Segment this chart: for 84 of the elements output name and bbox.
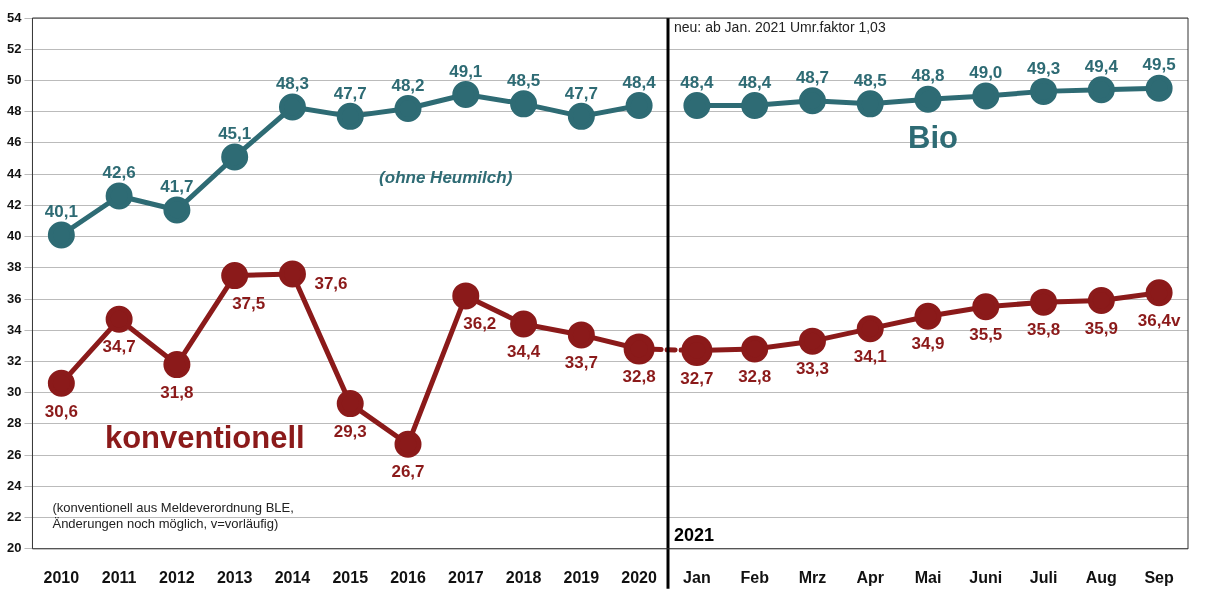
data-label: 48,3 [275, 74, 309, 94]
data-label: 48,4 [622, 72, 657, 92]
data-label: 42,6 [102, 163, 136, 183]
series-label: konventionell [104, 420, 305, 456]
data-label: 36,2 [463, 314, 497, 334]
y-tick-label: 30 [6, 384, 22, 400]
data-label: 33,3 [795, 359, 829, 379]
x-tick-label: 2010 [43, 568, 80, 586]
data-label: 47,7 [333, 83, 367, 103]
x-tick-label: Apr [856, 568, 885, 586]
data-label: 34,4 [507, 342, 541, 362]
y-tick-label: 38 [6, 259, 22, 275]
x-tick-label: Juli [1029, 568, 1058, 586]
data-label: 49,1 [449, 61, 483, 81]
x-tick-label: 2016 [390, 568, 426, 586]
data-label: 49,5 [1142, 55, 1176, 75]
y-tick-label: 22 [6, 509, 22, 525]
data-label: 49,0 [969, 63, 1003, 83]
y-tick-label: 50 [6, 72, 22, 88]
x-tick-label: 2011 [101, 568, 137, 586]
y-tick-label: 46 [6, 134, 22, 150]
x-tick-label: 2013 [216, 568, 253, 586]
y-tick-label: 34 [6, 321, 23, 337]
data-label: 35,8 [1027, 320, 1061, 340]
data-label: 30,6 [44, 401, 78, 421]
y-tick-label: 40 [6, 228, 22, 244]
data-label: 35,5 [969, 325, 1003, 345]
y-tick-label: 24 [6, 477, 23, 493]
data-label: 49,3 [1027, 58, 1061, 78]
data-label: 31,8 [160, 382, 194, 402]
ref-line-label: 2021 [674, 524, 715, 545]
y-tick-label: 32 [6, 353, 22, 369]
x-tick-label: Mai [914, 568, 942, 586]
annotation: neu: ab Jan. 2021 Umr.faktor 1,03 [674, 18, 886, 35]
x-tick-label: Mrz [798, 568, 827, 586]
data-label: 34,1 [853, 346, 887, 366]
annotation: (konventionell aus Meldeverordnung BLE, Änderungen noch möglich, v=vorläufig) [52, 500, 294, 532]
x-tick-label: Sep [1144, 568, 1175, 586]
y-tick-label: 20 [6, 540, 22, 556]
data-label: 47,7 [564, 83, 598, 103]
y-tick-label: 28 [6, 415, 22, 431]
x-tick-label: Jan [683, 568, 711, 586]
data-label: 32,8 [738, 367, 772, 387]
data-label: 35,9 [1084, 318, 1118, 338]
data-label: 40,1 [44, 202, 78, 222]
data-label: 29,3 [333, 421, 367, 441]
x-tick-label: 2012 [159, 568, 195, 586]
data-label: 26,7 [391, 462, 425, 482]
data-label: 32,8 [622, 367, 656, 387]
x-tick-label: 2020 [621, 568, 658, 586]
data-label: 41,7 [160, 177, 194, 197]
data-label: 48,4 [680, 72, 714, 92]
data-label: 48,2 [391, 75, 425, 95]
y-tick-label: 42 [6, 196, 22, 212]
y-tick-label: 26 [6, 446, 22, 462]
y-tick-label: 44 [6, 165, 23, 181]
data-label: 49,4 [1084, 57, 1119, 76]
x-tick-label: 2019 [563, 568, 600, 586]
data-label: 34,7 [102, 337, 136, 357]
data-label: 48,5 [507, 71, 541, 91]
data-label: 45,1 [218, 124, 252, 144]
data-label: 48,7 [795, 67, 829, 87]
y-tick-label: 36 [6, 290, 22, 306]
data-label: 33,7 [564, 353, 598, 373]
x-tick-label: Feb [740, 568, 770, 586]
data-label: 37,6 [314, 274, 348, 294]
data-label: 34,9 [911, 334, 945, 354]
data-label: 32,7 [680, 368, 714, 388]
data-label: 37,5 [232, 293, 266, 313]
x-tick-label: 2014 [274, 568, 311, 586]
annotation: (ohne Heumilch) [379, 167, 513, 187]
x-tick-label: Juni [969, 568, 1003, 586]
x-tick-label: 2015 [332, 568, 369, 586]
x-tick-label: Aug [1085, 568, 1117, 586]
text: Bio [908, 120, 958, 156]
x-tick-label: 2018 [505, 568, 542, 586]
data-label: 48,8 [911, 66, 945, 86]
data-label: 36,4v [1137, 310, 1181, 330]
y-tick-label: 54 [6, 9, 23, 25]
data-label: 48,4 [738, 72, 772, 92]
y-tick-label: 52 [6, 40, 22, 56]
x-tick-label: 2017 [447, 568, 484, 586]
data-label: 48,5 [853, 71, 887, 91]
y-tick-label: 48 [6, 103, 22, 119]
